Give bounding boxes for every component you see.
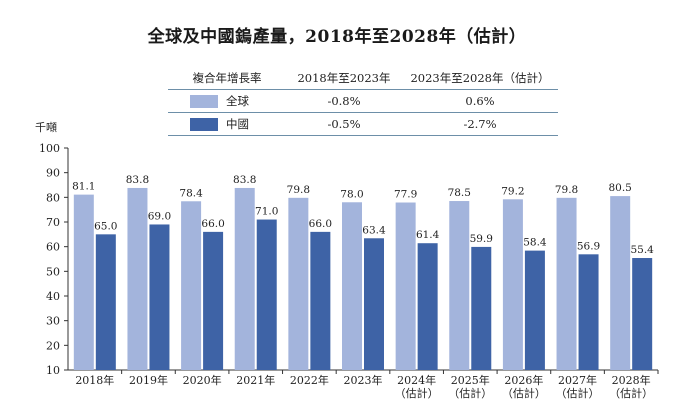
bar-china <box>203 231 224 370</box>
y-tick-label: 20 <box>46 339 60 352</box>
bar-china <box>524 250 545 370</box>
data-label-global: 77.9 <box>394 189 417 201</box>
data-label-global: 78.5 <box>448 187 471 199</box>
data-label-china: 66.0 <box>309 218 332 230</box>
x-tick-label: （估計） <box>502 386 546 400</box>
y-tick-label: 30 <box>46 315 60 328</box>
bar-china <box>364 238 384 370</box>
data-label-global: 78.4 <box>179 187 203 199</box>
x-tick-label: 2024年 <box>397 373 436 387</box>
data-label-global: 83.8 <box>126 174 149 186</box>
bar-global <box>342 202 362 370</box>
bar-global <box>234 187 255 370</box>
x-tick-label: 2021年 <box>236 373 275 387</box>
x-tick-label: 2025年 <box>451 373 490 387</box>
bar-global <box>181 201 202 370</box>
data-label-china: 63.4 <box>362 224 386 236</box>
bar-global <box>288 197 309 370</box>
data-label-china: 56.9 <box>577 240 600 252</box>
bar-china <box>310 231 331 370</box>
data-label-china: 71.0 <box>255 206 278 218</box>
legend-label-global: 全球 <box>226 94 249 108</box>
y-tick-label: 60 <box>46 241 60 254</box>
y-tick-label: 80 <box>46 191 60 204</box>
china-cagr-2018-2023: -0.5% <box>327 117 361 131</box>
global-cagr-2018-2023: -0.8% <box>327 94 361 108</box>
legend-entry-china: 中國 <box>168 113 286 135</box>
header-period-1: 2018年至2023年 <box>297 71 391 85</box>
bar-global <box>127 187 148 370</box>
bar-china <box>632 258 653 370</box>
legend-swatch-china <box>190 118 218 131</box>
data-label-china: 69.0 <box>148 210 171 222</box>
bar-china <box>578 254 599 370</box>
data-label-global: 79.8 <box>555 184 578 196</box>
data-label-global: 81.1 <box>72 181 95 193</box>
data-label-china: 61.4 <box>416 229 440 241</box>
legend-row-china: 中國 -0.5% -2.7% <box>168 113 558 136</box>
legend-entry-global: 全球 <box>168 90 286 112</box>
y-tick-label: 40 <box>46 290 60 303</box>
global-cagr-2023-2028: 0.6% <box>465 94 495 108</box>
data-label-china: 66.0 <box>201 218 224 230</box>
x-tick-label: 2023年 <box>344 373 383 387</box>
bar-china <box>256 219 277 370</box>
bar-global <box>449 201 470 370</box>
legend-swatch-global <box>190 95 218 108</box>
x-tick-label: 2028年 <box>612 373 651 387</box>
x-tick-label: （估計） <box>395 386 439 400</box>
bar-china <box>417 243 438 370</box>
bar-china <box>95 234 116 370</box>
data-label-global: 78.0 <box>340 188 363 200</box>
bar-china <box>149 224 170 370</box>
bar-global <box>73 194 94 370</box>
chart-title: 全球及中國鎢產量，2018年至2028年（估計） <box>147 27 527 47</box>
data-label-global: 79.2 <box>501 185 524 197</box>
x-tick-label: （估計） <box>448 386 492 400</box>
data-label-global: 83.8 <box>233 174 256 186</box>
x-tick-label: 2026年 <box>504 373 543 387</box>
x-tick-label: （估計） <box>609 386 653 400</box>
data-label-china: 58.4 <box>523 237 547 249</box>
x-tick-label: 2022年 <box>290 373 329 387</box>
data-label-global: 80.5 <box>608 182 631 194</box>
y-tick-label: 90 <box>46 167 60 180</box>
header-cagr: 複合年增長率 <box>192 71 262 85</box>
x-tick-label: 2019年 <box>129 373 168 387</box>
data-label-china: 65.0 <box>94 220 117 232</box>
legend-row-global: 全球 -0.8% 0.6% <box>168 90 558 113</box>
y-tick-label: 50 <box>46 265 60 278</box>
data-label-china: 59.9 <box>470 233 493 245</box>
x-tick-label: （估計） <box>556 386 600 400</box>
y-tick-label: 70 <box>46 216 60 229</box>
bar-global <box>556 197 577 370</box>
x-tick-label: 2020年 <box>183 373 222 387</box>
legend-table-header: 複合年增長率 2018年至2023年 2023年至2028年（估計） <box>168 67 558 90</box>
cagr-legend-table: 複合年增長率 2018年至2023年 2023年至2028年（估計） 全球 -0… <box>168 67 558 136</box>
y-axis-label: 千噸 <box>35 120 57 134</box>
y-tick-label: 100 <box>39 142 60 155</box>
china-cagr-2023-2028: -2.7% <box>463 117 497 131</box>
bar-global <box>395 202 416 370</box>
bar-china <box>471 246 492 370</box>
data-label-global: 79.8 <box>287 184 310 196</box>
y-tick-label: 10 <box>46 364 60 377</box>
legend-label-china: 中國 <box>226 117 249 131</box>
x-tick-label: 2018年 <box>75 373 114 387</box>
bar-global <box>610 196 631 370</box>
header-period-2: 2023年至2028年（估計） <box>410 71 550 85</box>
bar-global <box>502 199 523 370</box>
x-tick-label: 2027年 <box>558 373 597 387</box>
data-label-china: 55.4 <box>630 244 654 256</box>
